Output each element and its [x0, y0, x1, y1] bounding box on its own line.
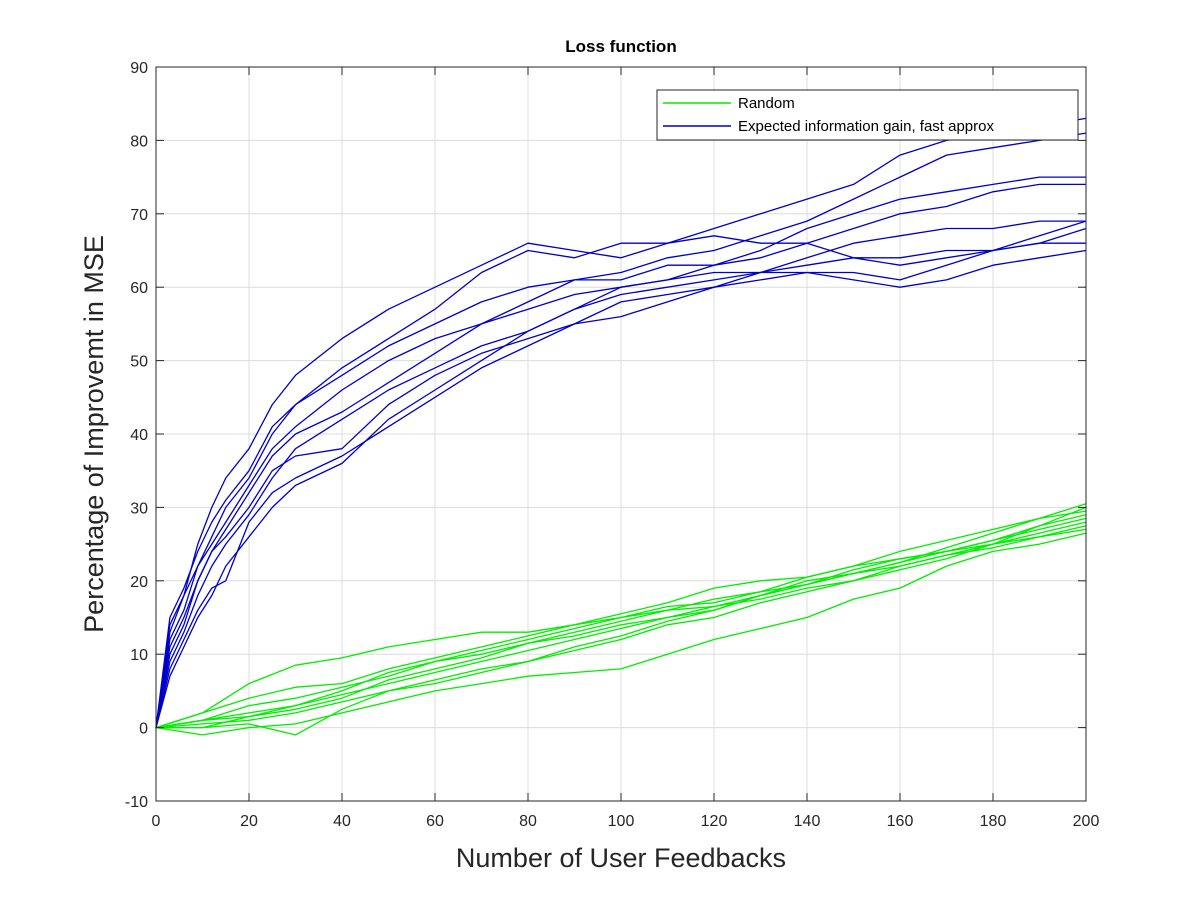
series-line-eig-10 [155, 117, 1087, 728]
y-tick-label: 20 [130, 574, 148, 591]
x-tick-label: 20 [240, 813, 258, 830]
y-tick-label: 60 [130, 280, 148, 297]
series-line-random-4 [155, 506, 1087, 729]
legend: Random Expected information gain, fast a… [656, 89, 1079, 141]
series-line-random-7 [155, 521, 1087, 729]
series-line-eig-16 [155, 249, 1087, 728]
x-tick-label: 140 [794, 813, 821, 830]
y-tick-label: 70 [130, 207, 148, 224]
series-line-random-3 [155, 532, 1087, 736]
x-axis-label: Number of User Feedbacks [456, 843, 786, 873]
series-line-eig-11 [155, 176, 1086, 728]
legend-box [656, 89, 1079, 141]
legend-label-random: Random [738, 95, 795, 112]
y-tick-label: 10 [130, 647, 148, 664]
y-tick-label: 90 [130, 60, 148, 77]
y-tick-label: 50 [130, 354, 148, 371]
y-tick-label: 0 [139, 721, 148, 738]
series-line-eig-15 [155, 220, 1086, 728]
x-tick-label: 100 [608, 813, 635, 830]
series-line-random-0 [155, 517, 1087, 729]
series-layer [155, 117, 1087, 736]
y-axis-label: Percentage of Improvemt in MSE [79, 235, 109, 633]
grid [156, 67, 1086, 801]
x-tick-label: 120 [701, 813, 728, 830]
y-tick-label: -10 [125, 794, 148, 811]
y-tick-label: 40 [130, 427, 148, 444]
x-tick-label: 0 [152, 813, 161, 830]
y-tick-label: 30 [130, 500, 148, 517]
x-tick-label: 60 [426, 813, 444, 830]
series-line-random-6 [155, 525, 1087, 729]
x-tick-label: 180 [980, 813, 1007, 830]
series-line-eig-13 [155, 235, 1086, 728]
series-line-eig-17 [155, 132, 1087, 728]
legend-label-eig: Expected information gain, fast approx [738, 118, 994, 135]
x-tick-label: 40 [333, 813, 351, 830]
series-line-random-8 [156, 510, 1087, 729]
chart-title: Loss function [565, 37, 676, 56]
y-tick-label: 80 [130, 133, 148, 150]
ticks: 0 20 40 60 80 100 120 140 160 180 200-100102030405… [125, 60, 1100, 830]
x-tick-label: 80 [519, 813, 537, 830]
x-tick-label: 160 [887, 813, 914, 830]
series-line-eig-12 [155, 183, 1086, 728]
series-line-eig-9 [155, 227, 1087, 728]
x-tick-label: 200 [1073, 813, 1100, 830]
